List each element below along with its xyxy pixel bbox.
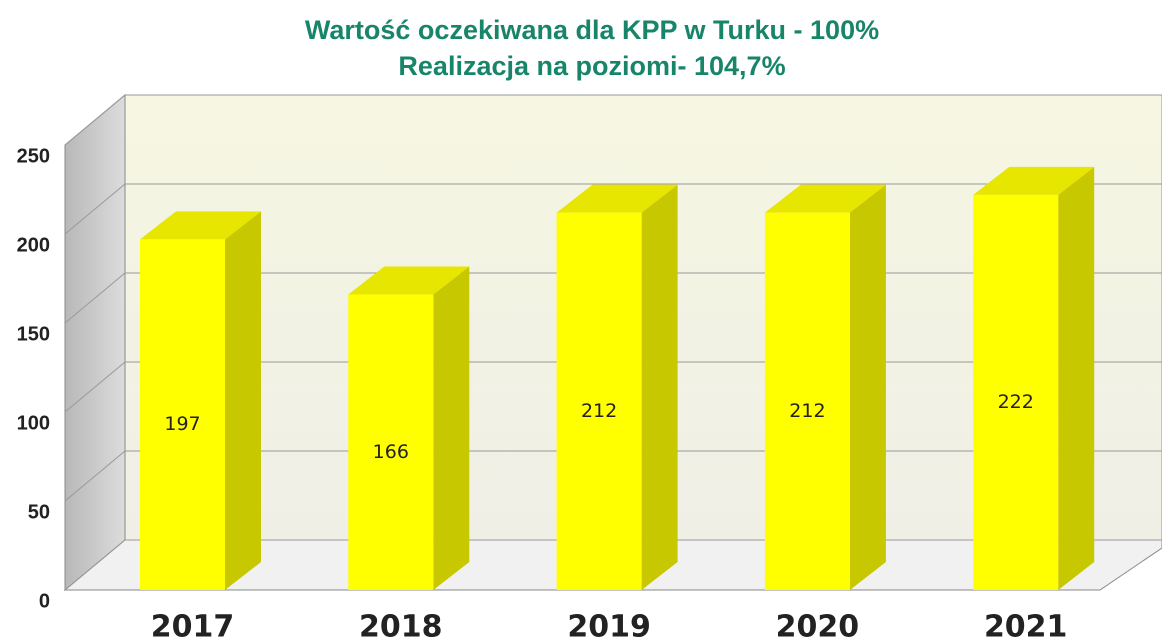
y-tick-label: 150	[17, 323, 50, 345]
bar-top	[764, 184, 886, 213]
bar	[764, 212, 850, 590]
bar	[140, 239, 225, 590]
bar-top	[973, 166, 1095, 195]
grid-line	[64, 183, 1162, 235]
bar-side	[433, 266, 470, 590]
x-tick-label: 2021	[984, 610, 1068, 643]
data-label: 222	[998, 391, 1034, 413]
x-tick-label: 2017	[151, 610, 235, 643]
bar	[348, 294, 434, 590]
bar-side	[849, 184, 886, 590]
data-label: 197	[164, 413, 200, 435]
x-tick-label: 2019	[567, 610, 651, 643]
left-wall	[64, 93, 126, 592]
y-tick-label: 0	[39, 590, 50, 612]
chart-subtitle: Realizacja na poziomi- 104,7%	[398, 51, 785, 81]
x-tick-label: 2020	[776, 610, 860, 643]
bar-side	[641, 184, 678, 590]
data-label: 212	[581, 400, 617, 422]
bar	[973, 194, 1059, 590]
y-tick-label: 50	[28, 501, 50, 523]
bar-top	[140, 211, 261, 240]
chart-title: Wartość oczekiwana dla KPP w Turku - 100…	[305, 15, 879, 45]
data-label: 212	[789, 400, 825, 422]
y-tick-label: 100	[17, 412, 50, 434]
bar-side	[225, 211, 261, 590]
bar	[556, 212, 642, 590]
bar-side	[1058, 166, 1095, 590]
y-tick-label: 200	[17, 234, 50, 256]
bar-top	[556, 184, 678, 213]
data-label: 166	[373, 441, 409, 463]
y-tick-label: 250	[17, 145, 50, 167]
x-tick-label: 2018	[359, 610, 443, 643]
bar-top	[348, 266, 470, 295]
grid-line	[64, 94, 1162, 146]
